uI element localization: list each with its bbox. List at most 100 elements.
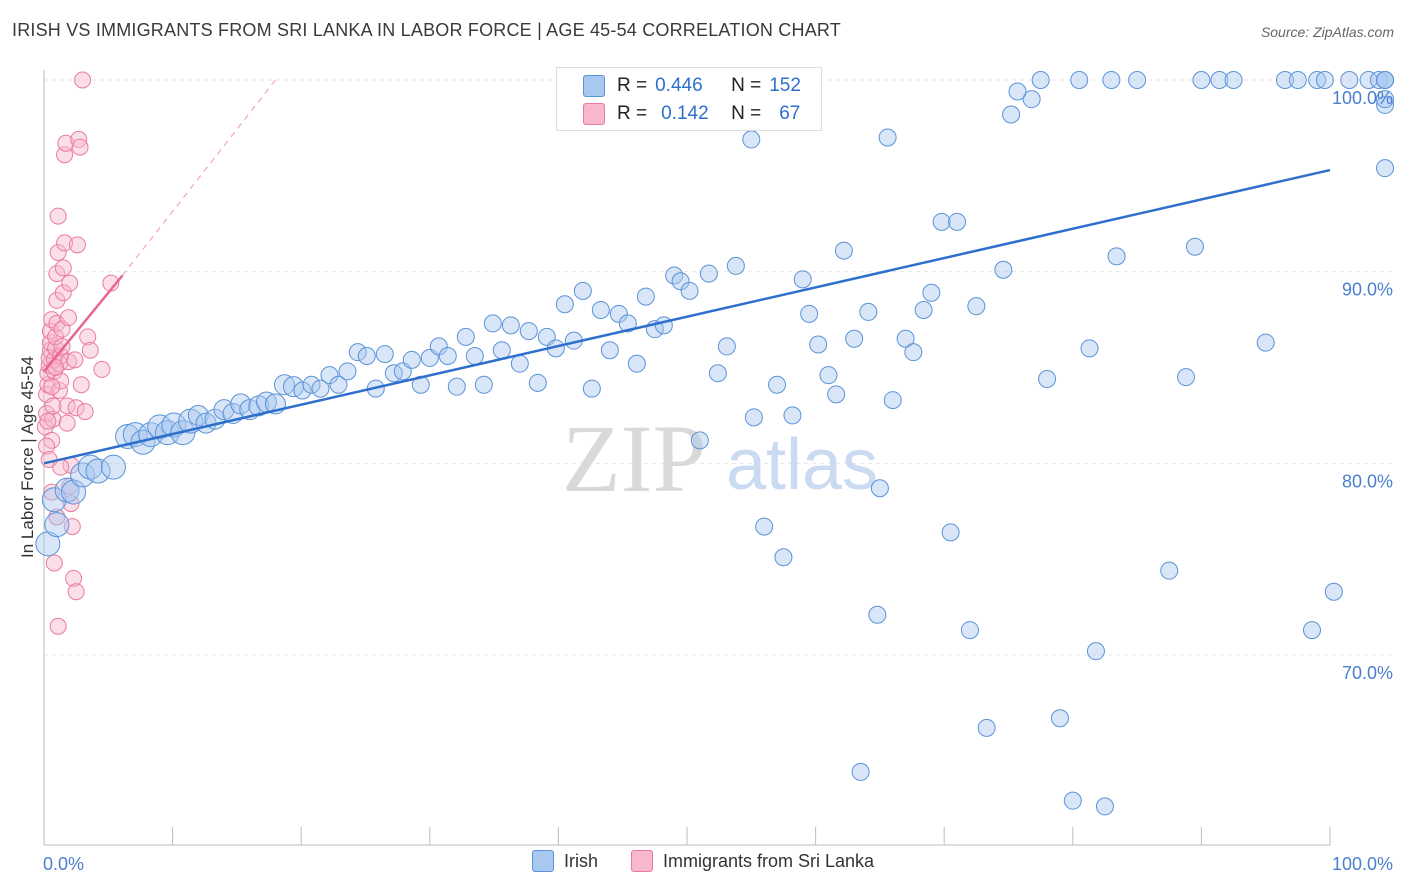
irish-point xyxy=(1063,791,1082,810)
srilanka-point xyxy=(49,617,67,635)
irish-point xyxy=(293,381,312,400)
irish-point xyxy=(896,329,915,348)
srilanka-point xyxy=(61,274,79,292)
irish-point xyxy=(783,406,802,425)
srilanka-point xyxy=(47,359,65,376)
srilanka-point xyxy=(38,437,56,455)
irish-point xyxy=(948,212,967,231)
irish-point xyxy=(1308,71,1327,89)
srilanka-point xyxy=(49,207,67,225)
r-label: R = xyxy=(617,103,648,124)
irish-point xyxy=(1095,797,1114,816)
irish-point xyxy=(375,345,394,364)
srilanka-point xyxy=(79,328,97,346)
srilanka-point xyxy=(56,234,74,252)
srilanka-point xyxy=(65,569,83,587)
y-tick-label: 80.0% xyxy=(1342,471,1393,491)
irish-point xyxy=(1359,71,1378,89)
irish-point xyxy=(870,479,889,498)
srilanka-point xyxy=(39,412,57,430)
legend-label-srilanka: Immigrants from Sri Lanka xyxy=(662,850,875,871)
irish-point xyxy=(922,283,941,302)
irish-point xyxy=(1002,105,1021,124)
irish-point xyxy=(809,335,828,354)
irish-point xyxy=(1376,71,1394,89)
irish-point xyxy=(819,366,838,385)
irish-point xyxy=(555,295,574,314)
irish-point xyxy=(348,343,367,362)
irish-point xyxy=(311,379,330,398)
n-label: N = xyxy=(731,103,762,124)
x-tick-label-min: 0.0% xyxy=(43,854,84,874)
irish-point xyxy=(1070,71,1089,89)
legend-item-irish[interactable]: Irish xyxy=(531,850,598,872)
irish-point xyxy=(967,297,986,316)
watermark-atlas: atlas xyxy=(726,425,878,505)
irish-point xyxy=(1224,71,1243,89)
srilanka-point xyxy=(52,372,70,390)
legend-swatch-irish xyxy=(531,850,554,872)
irish-point xyxy=(85,458,111,484)
srilanka-point xyxy=(57,134,75,152)
irish-point xyxy=(1185,237,1204,256)
chart-title: IRISH VS IMMIGRANTS FROM SRI LANKA IN LA… xyxy=(12,20,841,40)
trend-lines xyxy=(43,79,1331,465)
irish-point xyxy=(465,347,484,365)
irish-point xyxy=(883,391,902,410)
irish-point xyxy=(1192,71,1211,89)
irish-point xyxy=(1128,71,1147,89)
irish-point xyxy=(1376,159,1394,178)
irish-point xyxy=(1302,621,1321,640)
irish-point xyxy=(528,373,547,392)
srilanka-point xyxy=(49,244,67,261)
irish-r-value: 0.446 xyxy=(655,75,703,96)
irish-point xyxy=(402,350,421,369)
irish-point xyxy=(600,341,619,360)
irish-point xyxy=(519,322,538,341)
irish-point xyxy=(708,364,727,383)
srilanka-r-value: 0.142 xyxy=(661,103,709,124)
series-srilanka-points xyxy=(36,71,120,635)
x-tick-label-max: 100.0% xyxy=(1332,854,1393,874)
irish-trend-line xyxy=(43,168,1331,465)
irish-point xyxy=(994,260,1013,279)
srilanka-point xyxy=(58,414,76,432)
srilanka-point xyxy=(67,583,85,601)
irish-point xyxy=(717,337,736,356)
irish-point xyxy=(834,241,853,260)
legend-item-srilanka[interactable]: Immigrants from Sri Lanka xyxy=(630,850,875,872)
srilanka-point xyxy=(81,341,99,359)
srilanka-trend-extension xyxy=(121,79,276,276)
irish-point xyxy=(501,316,520,335)
irish-point xyxy=(1369,71,1388,89)
y-tick-label: 70.0% xyxy=(1342,663,1393,683)
correlation-legend: R = 0.446 N = 152 R = 0.142 N = 67 xyxy=(556,67,822,131)
irish-point xyxy=(1038,370,1057,388)
irish-point xyxy=(1050,709,1069,728)
irish-point xyxy=(1324,582,1343,601)
irish-point xyxy=(960,621,979,640)
irish-point xyxy=(680,281,699,300)
irish-point xyxy=(726,256,745,275)
irish-point xyxy=(690,431,709,450)
srilanka-point xyxy=(59,309,77,327)
irish-point xyxy=(510,354,529,373)
irish-point xyxy=(774,548,793,567)
legend-swatch-srilanka xyxy=(583,103,605,125)
irish-point xyxy=(357,347,376,365)
legend-label-irish: Irish xyxy=(563,850,598,871)
irish-point xyxy=(941,523,960,542)
irish-point xyxy=(1340,71,1359,89)
srilanka-point xyxy=(72,376,90,394)
series-legend: Irish Immigrants from Sri Lanka xyxy=(0,850,1406,877)
srilanka-point xyxy=(76,403,94,421)
irish-point xyxy=(851,762,870,781)
srilanka-point xyxy=(48,265,66,283)
srilanka-point xyxy=(67,399,85,417)
irish-point xyxy=(636,287,655,306)
irish-point xyxy=(474,375,493,394)
irish-point xyxy=(1376,90,1394,109)
irish-point xyxy=(591,301,610,319)
irish-point xyxy=(878,128,897,147)
